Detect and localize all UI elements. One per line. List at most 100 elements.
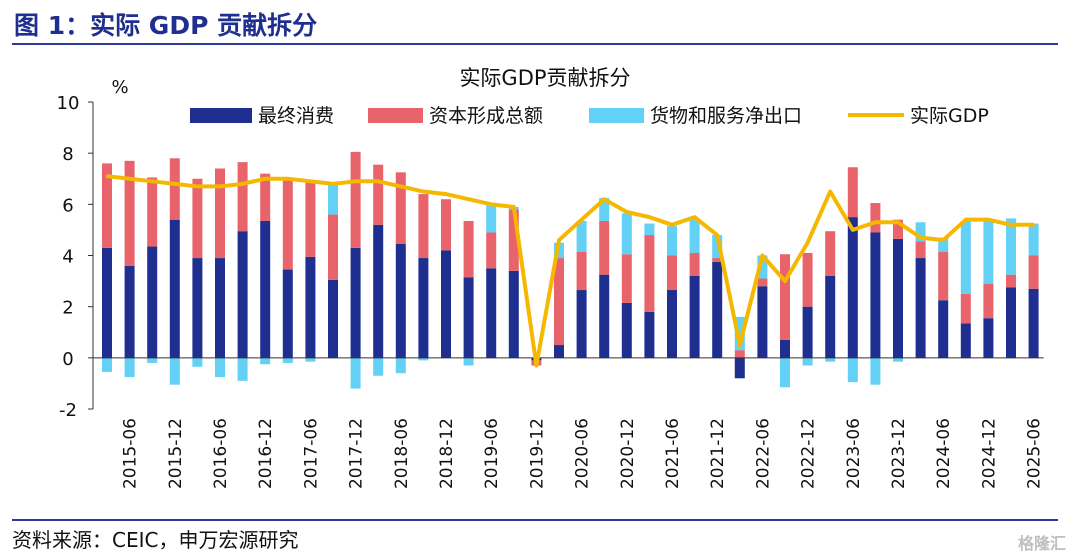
watermark: 格隆汇 xyxy=(1017,534,1066,553)
gdp-point-2018-12 xyxy=(444,192,448,196)
y-tick-label: 4 xyxy=(62,247,73,268)
bar-consumption-2018-12 xyxy=(441,250,451,358)
bar-net-exports-2025-06 xyxy=(1028,223,1039,256)
bar-investment-2017-06 xyxy=(305,182,316,257)
gdp-point-2015-09 xyxy=(150,179,154,183)
x-tick-label: 2020-12 xyxy=(618,418,638,489)
bar-net-exports-2024-12 xyxy=(983,219,994,284)
x-tick-label: 2018-12 xyxy=(437,418,457,489)
bar-investment-2025-06 xyxy=(1028,255,1039,289)
bar-investment-2017-03 xyxy=(282,178,293,270)
bar-investment-2016-09 xyxy=(237,162,248,232)
bar-net-exports-2019-03 xyxy=(463,357,474,366)
bar-investment-2024-03 xyxy=(915,241,926,259)
bar-consumption-2018-03 xyxy=(373,224,384,358)
gdp-point-2024-03 xyxy=(919,236,923,240)
x-tick-label: 2023-06 xyxy=(844,418,864,489)
gdp-point-2021-12 xyxy=(715,233,719,237)
bar-net-exports-2015-09 xyxy=(147,357,158,363)
bar-investment-2023-03 xyxy=(825,231,836,276)
bar-net-exports-2022-09 xyxy=(780,357,790,388)
bar-consumption-2021-06 xyxy=(667,290,677,358)
x-tick-label: 2024-06 xyxy=(934,418,954,489)
bar-consumption-2015-03 xyxy=(102,247,112,358)
gdp-point-2018-03 xyxy=(376,179,380,183)
bar-investment-2020-09 xyxy=(599,220,610,275)
bar-net-exports-2022-12 xyxy=(802,357,813,366)
y-tick-label: 10 xyxy=(57,93,80,114)
bar-consumption-2021-03 xyxy=(644,311,655,358)
bar-investment-2025-03 xyxy=(1006,274,1016,288)
bar-consumption-2017-12 xyxy=(350,247,361,358)
x-tick-label: 2025-06 xyxy=(1025,418,1045,489)
gdp-point-2022-09 xyxy=(783,279,787,283)
bar-net-exports-2025-03 xyxy=(1006,218,1016,275)
gdp-point-2021-09 xyxy=(693,215,697,219)
header-divider xyxy=(12,43,1058,45)
bar-net-exports-2018-03 xyxy=(373,357,384,376)
bar-investment-2018-09 xyxy=(418,194,429,259)
gdp-point-2021-03 xyxy=(647,215,651,219)
gdp-point-2024-12 xyxy=(986,218,990,222)
legend-item-gdp: 实际GDP xyxy=(848,105,989,127)
x-tick-label: 2022-12 xyxy=(799,418,819,489)
bar-consumption-2016-03 xyxy=(192,258,203,358)
bar-investment-2018-03 xyxy=(373,164,384,225)
bar-consumption-2018-06 xyxy=(395,243,406,358)
gdp-point-2022-12 xyxy=(806,241,810,245)
gdp-point-2015-12 xyxy=(173,182,177,186)
legend-label: 实际GDP xyxy=(910,105,989,127)
bar-investment-2015-06 xyxy=(124,160,135,266)
bar-investment-2020-12 xyxy=(621,254,632,303)
gdp-point-2017-03 xyxy=(286,177,290,181)
bar-consumption-2016-12 xyxy=(260,220,271,358)
bar-consumption-2025-06 xyxy=(1028,288,1039,358)
bar-investment-2019-03 xyxy=(463,220,474,278)
gdp-point-2024-06 xyxy=(941,238,945,242)
bar-consumption-2020-09 xyxy=(599,274,610,358)
bar-investment-2018-12 xyxy=(441,199,451,251)
x-tick-label: 2016-12 xyxy=(256,418,276,489)
bar-net-exports-2018-06 xyxy=(395,357,406,374)
legend-item-investment: 资本形成总额 xyxy=(368,105,543,127)
bar-consumption-2020-03 xyxy=(554,345,564,358)
bar-investment-2017-12 xyxy=(350,151,361,248)
bar-consumption-2024-03 xyxy=(915,258,926,358)
y-tick-label: 2 xyxy=(62,298,73,319)
y-tick-label: -2 xyxy=(59,400,77,421)
bar-net-exports-2015-03 xyxy=(102,357,112,372)
bar-investment-2020-06 xyxy=(576,251,587,291)
bar-net-exports-2021-12 xyxy=(712,235,723,259)
bar-consumption-2023-09 xyxy=(870,232,881,358)
bar-net-exports-2015-06 xyxy=(124,357,135,378)
bar-net-exports-2021-03 xyxy=(644,223,655,236)
gdp-point-2024-09 xyxy=(964,218,968,222)
x-tick-label: 2020-06 xyxy=(573,418,593,489)
plot-area: -2 0 2 4 6 8 10 2015-06 2015-12 2016-06 2016-12 201… xyxy=(57,93,1045,489)
bar-investment-2021-09 xyxy=(689,252,700,276)
bar-investment-2018-06 xyxy=(395,172,406,244)
gdp-line xyxy=(106,174,1034,368)
gdp-point-2021-06 xyxy=(670,223,674,227)
gdp-point-2022-03 xyxy=(738,343,742,347)
bar-investment-2015-12 xyxy=(169,158,180,220)
gdp-point-2020-03 xyxy=(557,238,561,242)
bar-consumption-2021-12 xyxy=(712,261,723,358)
x-tick-label: 2022-06 xyxy=(753,418,773,489)
x-tick-label: 2015-12 xyxy=(166,418,186,489)
source-note: 资料来源：CEIC，申万宏源研究 xyxy=(12,528,299,552)
bar-investment-2023-09 xyxy=(870,203,881,233)
bar-investment-2015-03 xyxy=(102,163,112,248)
bar-consumption-2022-03 xyxy=(734,357,745,379)
x-tick-label: 2019-12 xyxy=(527,418,547,489)
x-tick-label: 2015-06 xyxy=(121,418,141,489)
x-tick-label: 2024-12 xyxy=(979,418,999,489)
gdp-point-2022-06 xyxy=(760,254,764,257)
bar-consumption-2024-12 xyxy=(983,318,994,358)
bar-investment-2016-12 xyxy=(260,173,271,221)
gdp-point-2019-09 xyxy=(512,205,516,209)
bar-consumption-2015-06 xyxy=(124,265,135,358)
bar-investment-2016-03 xyxy=(192,178,203,259)
bar-net-exports-2019-06 xyxy=(486,203,497,233)
bar-net-exports-2023-09 xyxy=(870,357,881,385)
